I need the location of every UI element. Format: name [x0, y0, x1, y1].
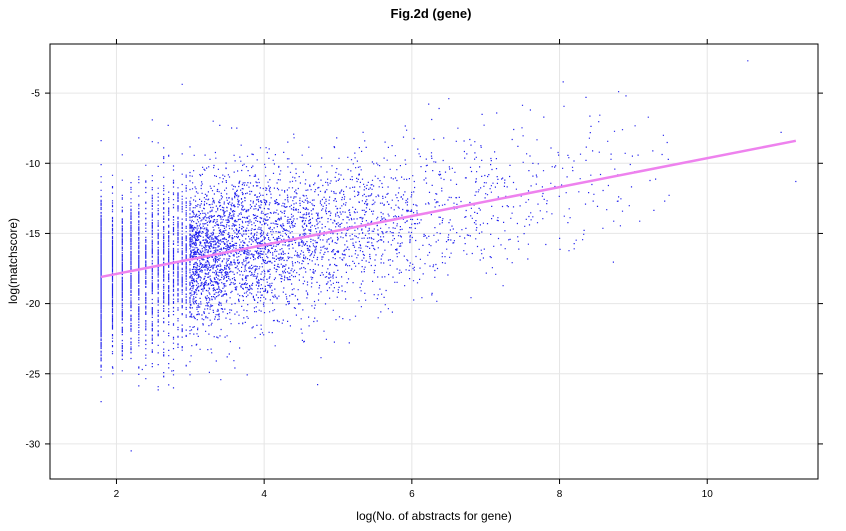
fit-line-group [100, 139, 797, 279]
y-tick-label: -25 [26, 369, 41, 380]
y-tick-label: -20 [26, 299, 41, 310]
x-tick-label: 6 [409, 489, 415, 500]
chart-title: Fig.2d (gene) [391, 6, 472, 21]
x-axis-label: log(No. of abstracts for gene) [356, 509, 511, 523]
grid-lines [50, 44, 818, 479]
x-tick-label: 4 [261, 489, 267, 500]
x-tick-label: 10 [702, 489, 714, 500]
x-tick-label: 8 [557, 489, 563, 500]
y-tick-label: -30 [26, 439, 41, 450]
x-tick-label: 2 [114, 489, 120, 500]
y-tick-label: -15 [26, 229, 41, 240]
y-axis-ticks: -30 -25 -20 -15 -10 -5 [26, 89, 823, 450]
fit-line [100, 139, 797, 279]
y-axis-label: log(matchscore) [6, 218, 20, 304]
y-tick-label: -5 [31, 89, 40, 100]
y-tick-label: -10 [26, 159, 41, 170]
x-axis-ticks: 2 4 6 8 10 [114, 39, 714, 500]
plot-frame [49, 43, 819, 480]
